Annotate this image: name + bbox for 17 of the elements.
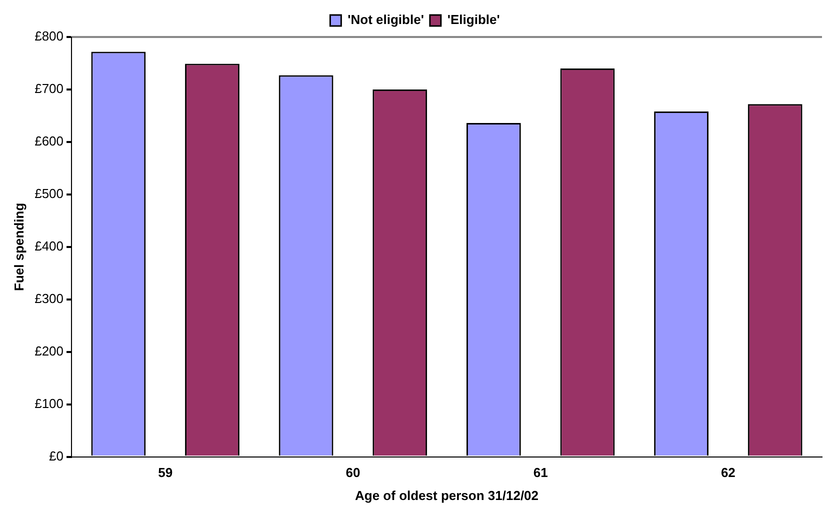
y-tick-label: £400	[34, 238, 64, 254]
legend-label: 'Not eligible'	[348, 12, 424, 28]
y-tick-label: £300	[34, 290, 64, 306]
y-tick-label: £0	[49, 448, 64, 464]
x-tick-label: 61	[533, 465, 548, 480]
y-tick-label: £800	[34, 28, 64, 44]
y-axis-title: Fuel spending	[11, 202, 26, 291]
x-tick-label: 62	[720, 465, 736, 480]
y-tick-label: £600	[34, 134, 64, 149]
y-tick-label: £100	[34, 396, 64, 411]
x-axis-title: Age of oldest person 31/12/02	[355, 488, 539, 503]
y-tick-label: £200	[34, 343, 64, 358]
x-tick-label: 60	[346, 465, 360, 480]
y-tick-label: £700	[34, 81, 64, 96]
y-tick-label: £500	[34, 186, 64, 202]
legend-label: 'Eligible'	[447, 12, 500, 28]
x-tick-label: 59	[158, 465, 173, 480]
